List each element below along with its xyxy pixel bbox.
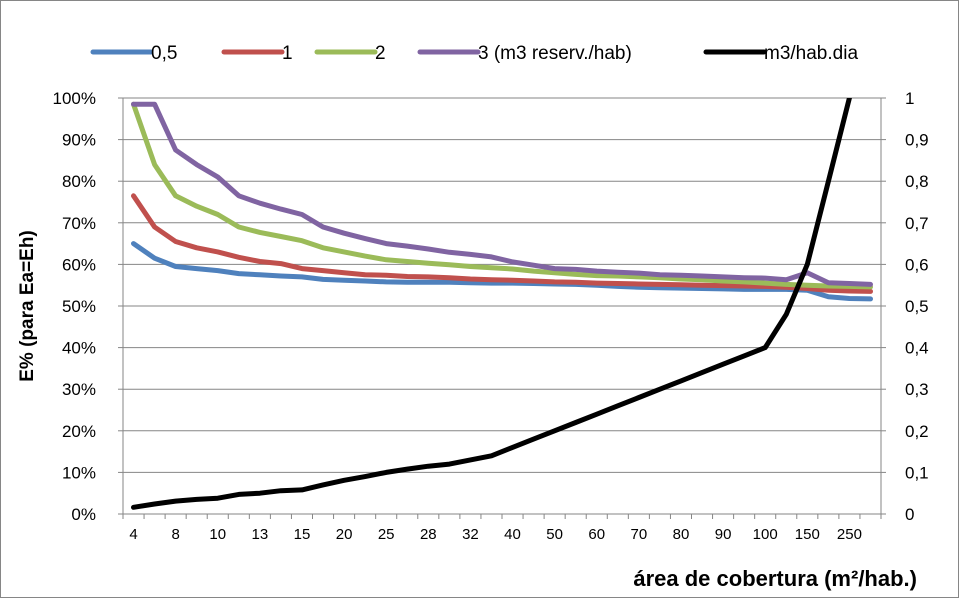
- x-tick-label: 32: [462, 526, 479, 543]
- legend-label: m3/hab.dia: [764, 43, 858, 64]
- right-tick-label: 0,8: [905, 172, 929, 191]
- left-axis-ticks: 0% 10% 20% 30% 40% 50% 60% 70% 80% 90% 100%: [53, 89, 96, 524]
- x-tick-label: 250: [837, 526, 862, 543]
- legend-label: 2: [375, 43, 386, 64]
- x-tick-label: 60: [588, 526, 605, 543]
- x-tick-label: 25: [378, 526, 395, 543]
- x-tick-label: 50: [546, 526, 563, 543]
- x-tick-label: 40: [504, 526, 521, 543]
- right-tick-label: 0,3: [905, 380, 929, 399]
- left-tick-label: 70%: [62, 214, 96, 233]
- right-tick-label: 0: [905, 505, 914, 524]
- x-axis-title: área de cobertura (m²/hab.): [633, 566, 917, 591]
- legend-label: 0,5: [151, 43, 177, 64]
- x-tick-label: 90: [715, 526, 732, 543]
- series-line-0-5: [131, 241, 873, 302]
- x-tick-label: 28: [420, 526, 437, 543]
- x-tick-label: 80: [673, 526, 690, 543]
- right-tick-label: 0,7: [905, 214, 929, 233]
- series-line-2: [131, 101, 873, 290]
- left-tick-label: 20%: [62, 422, 96, 441]
- x-tick-label: 150: [795, 526, 820, 543]
- right-tick-label: 0,1: [905, 463, 929, 482]
- left-tick-label: 10%: [62, 463, 96, 482]
- left-tick-label: 100%: [53, 89, 96, 108]
- series-line-m3-hab-dia: [131, 98, 852, 510]
- legend-label: 3 (m3 reserv./hab): [478, 43, 632, 64]
- right-tick-label: 0,2: [905, 422, 929, 441]
- y-axis-title: E% (para Ea=Eh): [17, 230, 38, 382]
- left-tick-label: 0%: [71, 505, 96, 524]
- x-tick-label: 70: [631, 526, 648, 543]
- series-line-3-m3-reserv-hab: [131, 101, 873, 287]
- legend: 0,5 1 2 3 (m3 reserv./hab) m3/hab.dia: [90, 43, 858, 64]
- right-tick-label: 0,6: [905, 255, 929, 274]
- left-tick-label: 90%: [62, 131, 96, 150]
- x-tick-label: 15: [294, 526, 311, 543]
- left-tick-label: 80%: [62, 172, 96, 191]
- right-tick-label: 0,9: [905, 131, 929, 150]
- right-tick-label: 1: [905, 89, 914, 108]
- series-line-1: [131, 193, 873, 294]
- left-tick-label: 60%: [62, 255, 96, 274]
- x-tick-label: 100: [753, 526, 778, 543]
- x-axis-ticks: 4 8 10 13 15 20 25 28 32 40 50 60 70 80 90 100 150 250: [129, 526, 862, 543]
- right-tick-label: 0,4: [905, 339, 929, 358]
- x-tick-label: 10: [209, 526, 226, 543]
- left-tick-label: 30%: [62, 380, 96, 399]
- right-axis-ticks: 0 0,1 0,2 0,3 0,4 0,5 0,6 0,7 0,8 0,9 1: [905, 89, 929, 524]
- x-tick-label: 4: [129, 526, 137, 543]
- x-tick-label: 13: [252, 526, 269, 543]
- right-tick-label: 0,5: [905, 297, 929, 316]
- x-tick-label: 20: [336, 526, 353, 543]
- left-tick-label: 40%: [62, 339, 96, 358]
- left-tick-label: 50%: [62, 297, 96, 316]
- series-lines: [131, 98, 873, 510]
- legend-label: 1: [282, 43, 293, 64]
- x-tick-label: 8: [171, 526, 179, 543]
- gridlines: [123, 97, 881, 473]
